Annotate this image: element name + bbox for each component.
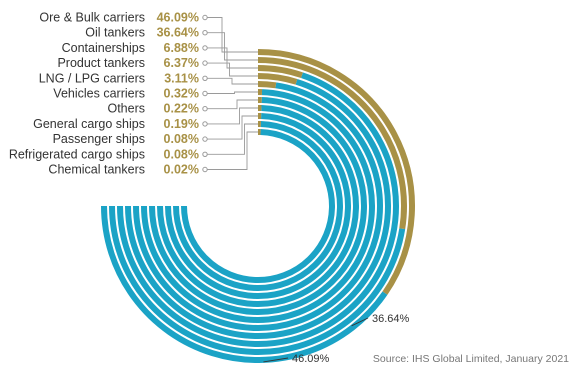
connector-line-lng-lpg-carriers: [207, 77, 258, 85]
legend-label-lng-lpg-carriers: LNG / LPG carriers: [39, 71, 145, 85]
legend-value-oil-tankers: 36.64%: [157, 26, 199, 40]
legend-label-containerships: Containerships: [62, 41, 145, 55]
ring-segment-ore-bulk-carriers: [257, 49, 415, 295]
callout-group: 36.64% 46.09%: [263, 313, 410, 365]
ring-base-vehicles-carriers: [141, 89, 375, 323]
ring-base-lng-lpg-carriers: [133, 82, 383, 331]
connector-line-vehicles-carriers: [207, 91, 258, 94]
callout-label-1: 36.64%: [372, 313, 410, 325]
legend-value-others: 0.22%: [164, 102, 199, 116]
legend-label-chemical-tankers: Chemical tankers: [48, 163, 145, 177]
connector-line-chemical-tankers: [207, 131, 258, 170]
legend-value-refrigerated-cargo-ships: 0.08%: [164, 147, 199, 161]
connector-dot-others: [202, 106, 208, 112]
connector-line-product-tankers: [207, 62, 258, 77]
connector-line-containerships: [207, 47, 258, 69]
connector-dot-refrigerated-cargo-ships: [202, 151, 208, 158]
connector-dot-vehicles-carriers: [202, 90, 208, 97]
ring-segment-product-tankers: [257, 73, 298, 85]
connector-dot-passenger-ships: [202, 136, 208, 142]
ring-segment-lng-lpg-carriers: [257, 81, 277, 89]
connector-line-ore-bulk-carriers: [207, 17, 258, 53]
ring-base-chemical-tankers: [181, 129, 335, 283]
legend-label-oil-tankers: Oil tankers: [85, 26, 145, 40]
connector-dot-lng-lpg-carriers: [202, 75, 208, 82]
legend-label-ore-bulk-carriers: Ore & Bulk carriers: [39, 11, 145, 25]
label-group: Ore & Bulk carriers 46.09% Oil tankers 36.6…: [9, 11, 199, 177]
legend-label-general-cargo-ships: General cargo ships: [33, 117, 145, 131]
ring-base-product-tankers: [125, 78, 391, 339]
connector-dot-containerships: [202, 45, 208, 51]
legend-value-general-cargo-ships: 0.19%: [164, 117, 199, 131]
connector-dot-chemical-tankers: [202, 166, 208, 173]
ring-base-refrigerated-cargo-ships: [173, 121, 343, 291]
ring-base-others: [149, 97, 367, 315]
legend-value-containerships: 6.88%: [164, 41, 199, 55]
source-note: Source: IHS Global Limited, January 2021: [372, 353, 569, 365]
connector-dot-product-tankers: [202, 60, 208, 66]
connector-line-refrigerated-cargo-ships: [207, 123, 258, 155]
legend-label-others: Others: [107, 102, 145, 116]
ring-base-oil-tankers: [109, 205, 406, 355]
callout-line-2: [263, 357, 289, 363]
ring-group: [101, 49, 415, 363]
connector-group: [202, 14, 258, 173]
legend-label-vehicles-carriers: Vehicles carriers: [53, 87, 145, 101]
connector-line-oil-tankers: [207, 32, 258, 61]
callout-line-1: [351, 317, 369, 327]
connector-line-others: [207, 99, 258, 110]
legend-value-passenger-ships: 0.08%: [164, 132, 199, 146]
legend-value-ore-bulk-carriers: 46.09%: [157, 11, 199, 25]
legend-value-product-tankers: 6.37%: [164, 56, 199, 70]
ring-segment-containerships: [257, 65, 303, 79]
legend-value-lng-lpg-carriers: 3.11%: [164, 71, 199, 85]
ring-base-general-cargo-ships: [157, 105, 359, 307]
connector-dot-ore-bulk-carriers: [202, 14, 208, 21]
legend-label-product-tankers: Product tankers: [57, 56, 145, 70]
connector-line-general-cargo-ships: [207, 107, 258, 125]
legend-value-vehicles-carriers: 0.32%: [164, 87, 199, 101]
ring-base-ore-bulk-carriers: [101, 205, 388, 363]
callout-label-2: 46.09%: [292, 353, 330, 365]
legend-value-chemical-tankers: 0.02%: [164, 163, 199, 177]
connector-line-passenger-ships: [207, 115, 258, 140]
connector-dot-general-cargo-ships: [202, 121, 208, 127]
ring-base-containerships: [117, 72, 399, 347]
legend-label-refrigerated-cargo-ships: Refrigerated cargo ships: [9, 147, 145, 161]
legend-label-passenger-ships: Passenger ships: [53, 132, 145, 146]
connector-dot-oil-tankers: [202, 30, 208, 36]
ring-base-passenger-ships: [165, 113, 351, 299]
ring-segment-oil-tankers: [257, 57, 407, 230]
